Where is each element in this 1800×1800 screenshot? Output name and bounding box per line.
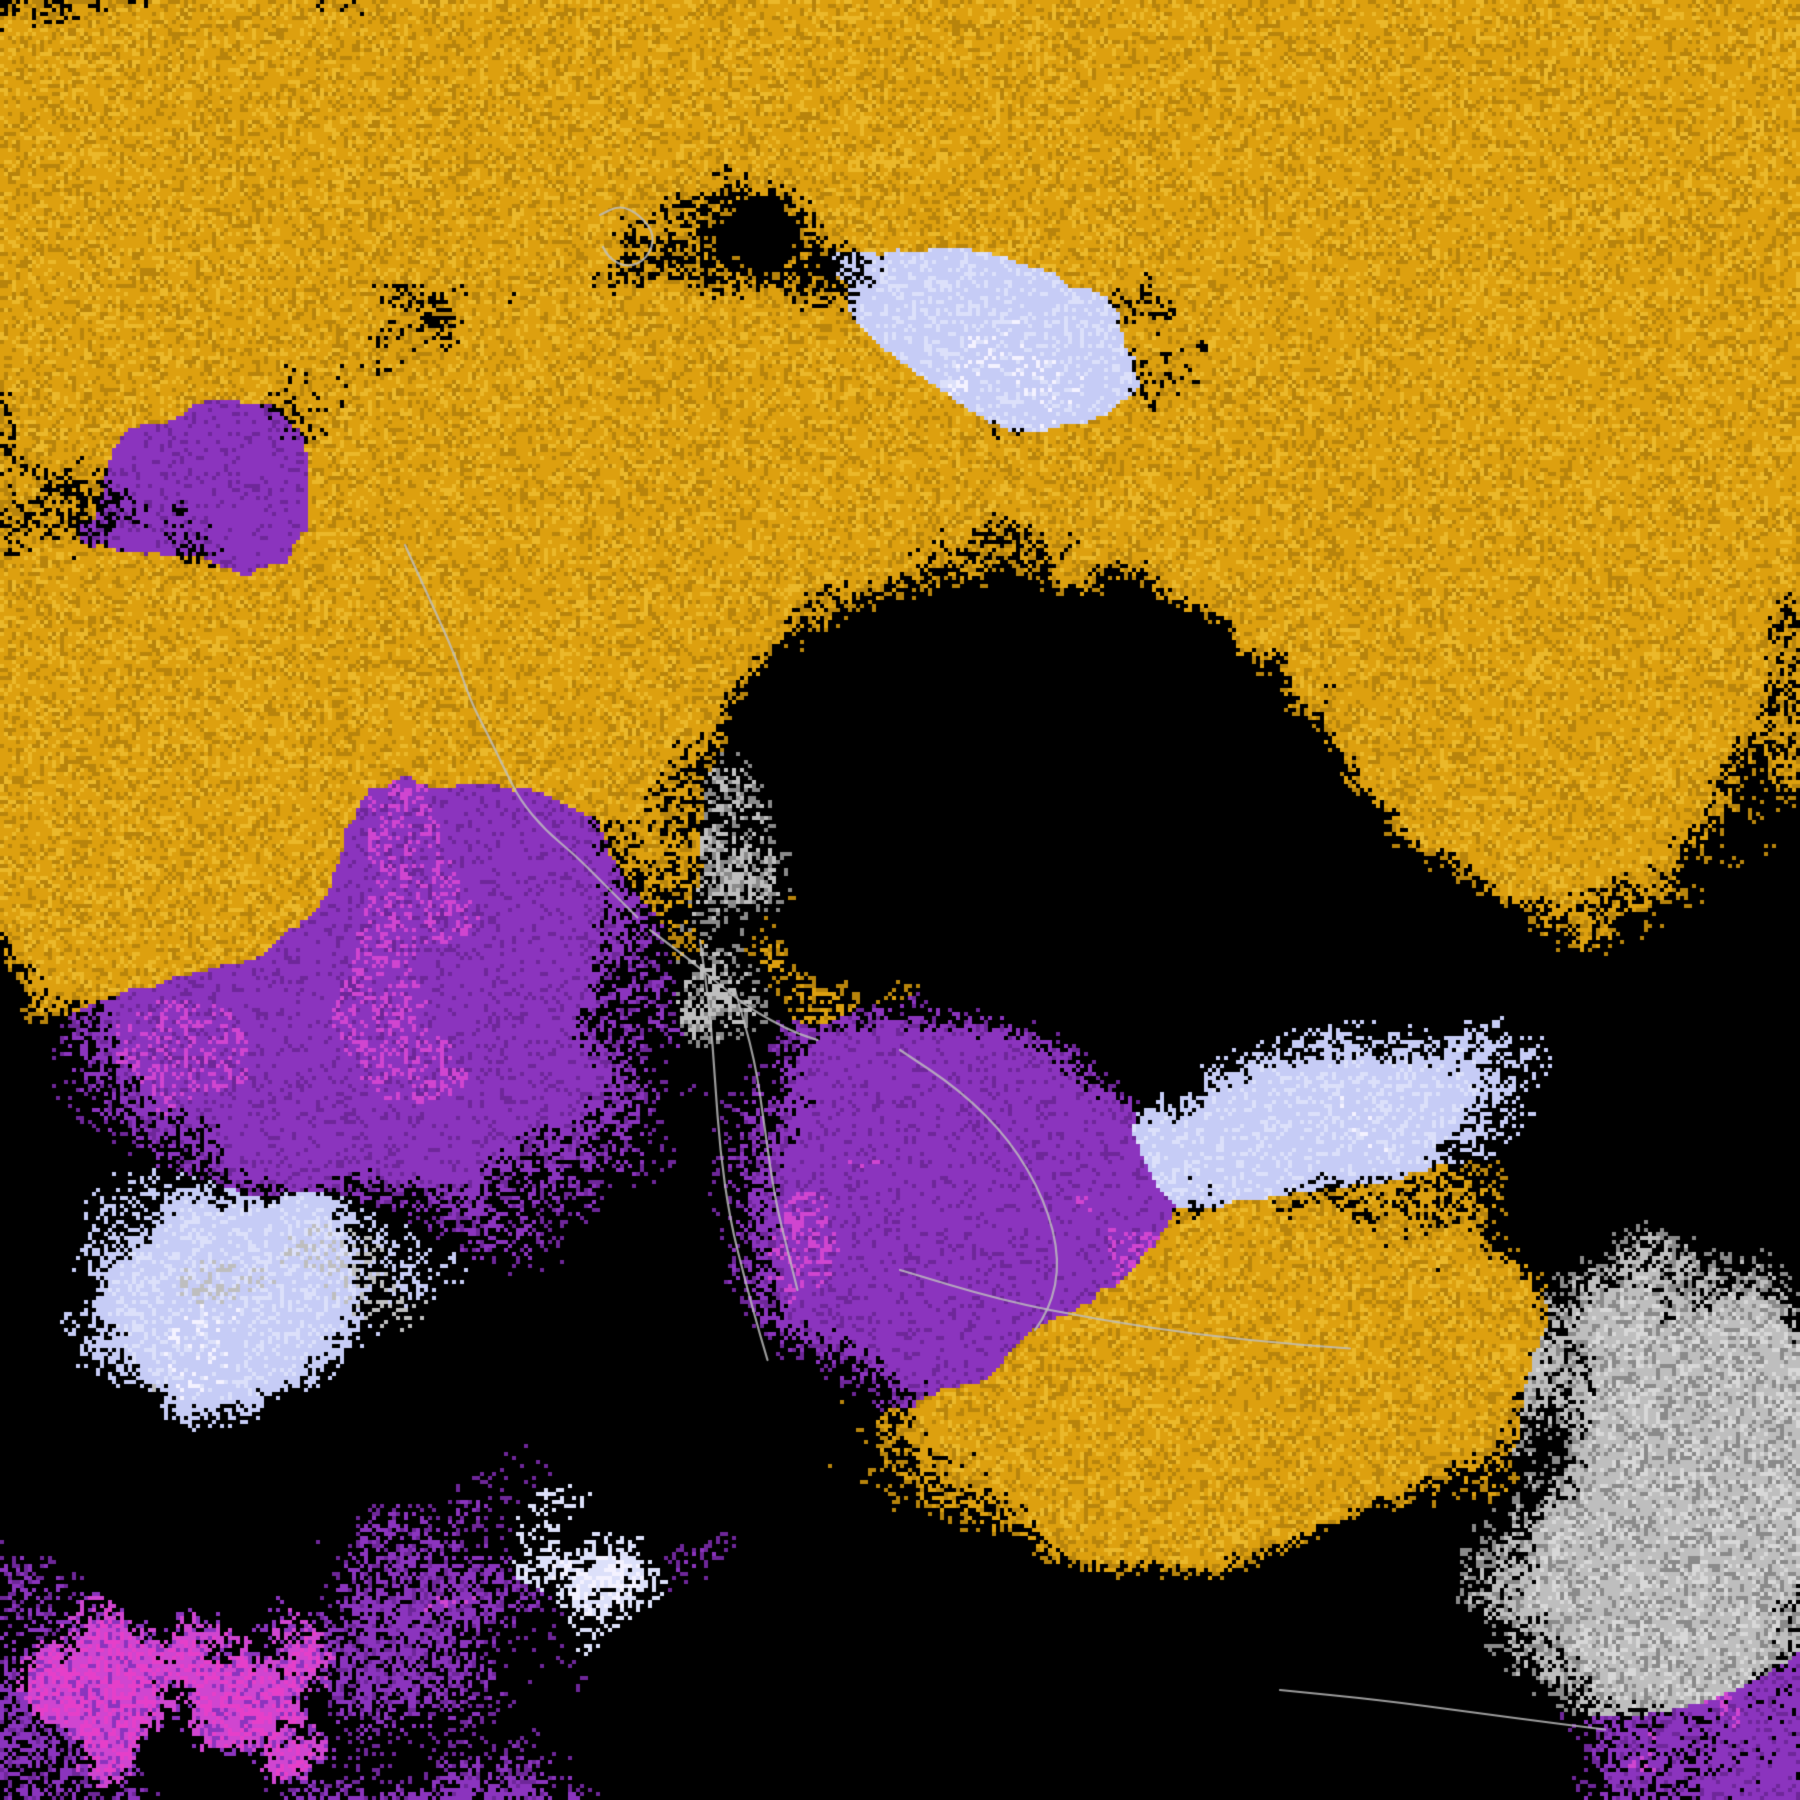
satellite-image-viewport xyxy=(0,0,1800,1800)
false-color-composite-canvas xyxy=(0,0,1800,1800)
